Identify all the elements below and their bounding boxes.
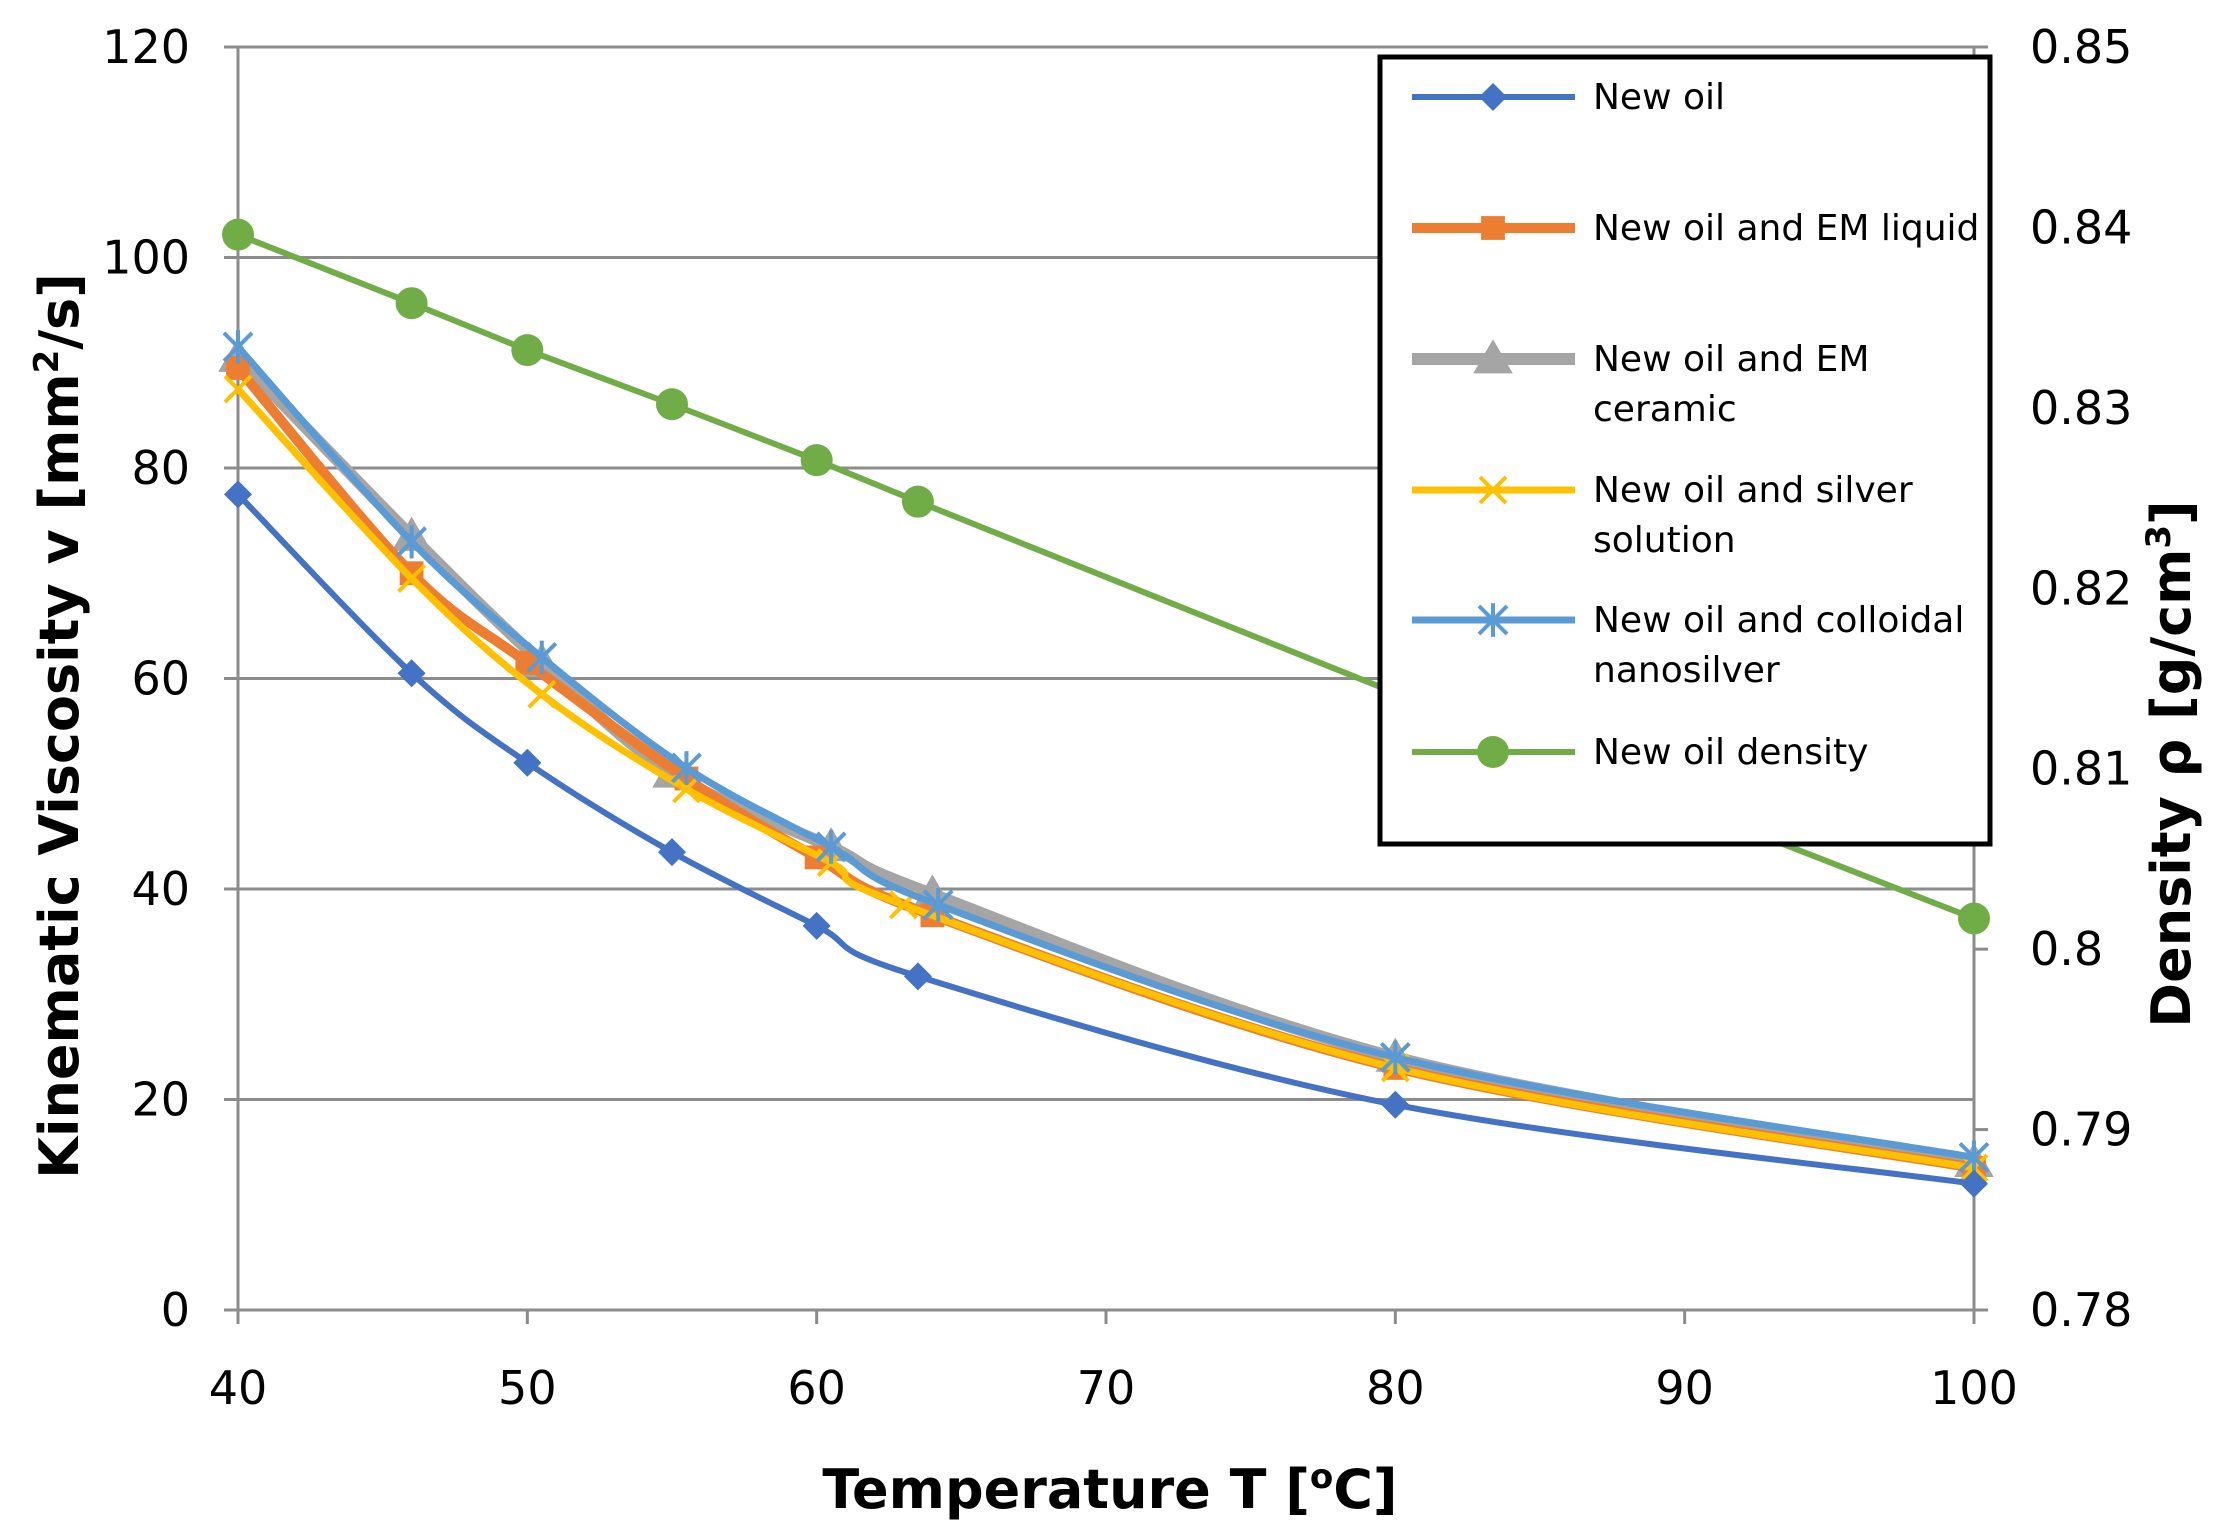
data-point — [397, 659, 426, 688]
legend-label: ceramic — [1593, 389, 1737, 430]
data-point — [1477, 736, 1509, 768]
data-point — [672, 774, 701, 804]
legend-label: nanosilver — [1593, 650, 1780, 691]
data-point-stroke — [397, 564, 427, 593]
legend-item: New oil and colloidal nanosilver — [1412, 600, 1964, 691]
y-tick-label: 80 — [131, 441, 190, 495]
data-point — [226, 356, 250, 380]
data-point — [511, 334, 544, 367]
data-point — [1958, 1140, 1990, 1175]
legend-item: New oil — [1412, 77, 1725, 118]
data-point — [222, 330, 254, 364]
legend: New oil New oil and EM liquid New oil and … — [1377, 54, 1993, 847]
data-point — [656, 388, 688, 421]
data-point — [671, 751, 702, 785]
data-point-stroke — [1478, 475, 1508, 505]
tick-labels: 0 20 40 60 80 100 120 0.78 0.79 0.8 0.81 0.82 0.83 0.… — [102, 20, 2132, 1415]
x-tick-label: 90 — [1655, 1361, 1714, 1415]
series-new-oil — [224, 480, 1988, 1198]
legend-label: New oil and EM liquid — [1593, 208, 1979, 249]
y-axis-title: Kinematic Viscosity v [mm2/s] — [27, 273, 91, 1179]
legend-item: New oil density — [1412, 732, 1868, 773]
y-tick-label: 20 — [131, 1073, 190, 1127]
y2-tick-label: 0.82 — [2030, 561, 2132, 615]
y2-tick-label: 0.81 — [2030, 742, 2132, 796]
y2-tick-label: 0.8 — [2030, 922, 2103, 976]
legend-label: New oil density — [1593, 732, 1868, 773]
series-new-oil-and-silver-solution — [223, 374, 1989, 1183]
x-tick-label: 50 — [498, 1361, 557, 1415]
data-point — [526, 640, 558, 675]
x-tick-label: 100 — [1930, 1361, 2018, 1415]
data-point — [396, 524, 428, 559]
data-point — [1479, 83, 1507, 111]
data-point — [1958, 902, 1990, 935]
y-tick-label: 0 — [161, 1283, 190, 1337]
y-tick-label: 100 — [102, 231, 190, 285]
x-tick-label: 70 — [1077, 1361, 1136, 1415]
data-point — [397, 564, 427, 593]
y2-tick-label: 0.84 — [2030, 200, 2132, 254]
y2-tick-label: 0.85 — [2030, 20, 2132, 74]
data-point — [922, 887, 954, 922]
data-point — [901, 485, 934, 518]
series-line — [236, 231, 1976, 922]
x-tick-label: 60 — [787, 1361, 846, 1415]
data-point — [1960, 1169, 1988, 1198]
data-point — [1379, 1040, 1411, 1075]
data-point — [800, 444, 833, 477]
data-point — [395, 287, 428, 320]
data-point-stroke — [672, 774, 701, 804]
series-new-oil-and-colloidal-nanosilver — [222, 330, 1990, 1175]
data-point — [815, 830, 847, 864]
y-tick-label: 120 — [102, 20, 190, 74]
y-tick-label: 60 — [131, 652, 190, 706]
legend-item: New oil and silver solution — [1412, 470, 1913, 561]
y-tick-label: 40 — [131, 862, 190, 916]
data-point — [223, 374, 253, 404]
y2-tick-label: 0.79 — [2030, 1103, 2132, 1157]
data-point — [222, 218, 254, 251]
data-point — [1481, 216, 1505, 240]
x-axis-title: Temperature T [oC] — [822, 1457, 1397, 1521]
data-point-stroke — [223, 374, 253, 404]
legend-label: New oil and colloidal — [1593, 600, 1964, 641]
legend-item: New oil and EM liquid — [1412, 208, 1979, 249]
data-point — [224, 480, 252, 509]
data-point — [903, 962, 932, 991]
data-point — [513, 748, 542, 777]
data-point-stroke — [527, 679, 557, 709]
data-point — [658, 838, 686, 867]
x-tick-label: 80 — [1366, 1361, 1425, 1415]
data-point — [802, 911, 831, 940]
legend-label: solution — [1593, 520, 1736, 561]
data-point — [1473, 339, 1513, 374]
legend-item: New oil and EM ceramic — [1412, 339, 1869, 430]
y2-axis-title: Density ρ [g/cm3] — [2139, 500, 2203, 1028]
data-point — [1478, 475, 1508, 505]
y2-tick-label: 0.78 — [2030, 1283, 2132, 1337]
y2-tick-label: 0.83 — [2030, 381, 2132, 435]
data-point — [1381, 1090, 1410, 1119]
grid-lines — [238, 45, 1974, 1101]
legend-label: New oil — [1593, 77, 1725, 118]
data-point — [527, 679, 557, 709]
legend-label: New oil and EM — [1593, 339, 1869, 380]
data-point — [399, 561, 424, 586]
legend-box — [1377, 54, 1993, 847]
x-tick-label: 40 — [209, 1361, 268, 1415]
legend-label: New oil and silver — [1593, 470, 1913, 511]
data-point — [1477, 603, 1509, 637]
